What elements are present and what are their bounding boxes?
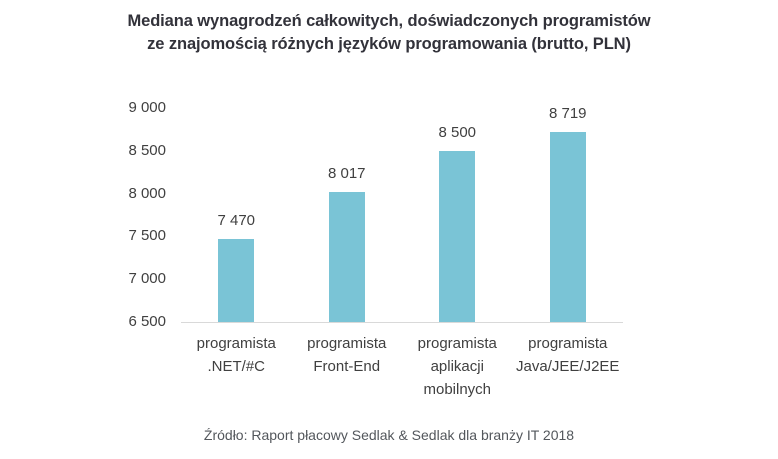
bar-value-label: 8 500	[438, 123, 477, 141]
y-tick-label: 8 000	[128, 184, 166, 202]
x-category-label-line: programista	[528, 335, 608, 352]
bar	[218, 238, 255, 322]
chart-title-line-1: Mediana wynagrodzeń całkowitych, doświad…	[127, 12, 651, 30]
y-tick-label: 7 000	[128, 270, 166, 288]
x-axis-baseline	[181, 322, 623, 323]
x-category-label-line: Java/JEE/J2EE	[516, 358, 620, 375]
x-category-label-line: Front-End	[313, 358, 381, 375]
x-category-label: programista aplikacji mobilnych	[394, 332, 520, 401]
y-tick-label: 6 500	[128, 313, 166, 330]
bar-value-label: 8 719	[548, 105, 587, 123]
bar-value-label: 8 017	[327, 165, 366, 183]
x-category-label-line: .NET/#C	[207, 358, 265, 375]
x-category-label: programista Java/JEE/J2EE	[505, 332, 631, 378]
y-tick-label: 8 500	[128, 141, 166, 159]
x-category-label-line: programista	[307, 335, 387, 352]
bar	[439, 150, 476, 322]
x-category-label: programista .NET/#C	[173, 332, 299, 378]
chart-title: Mediana wynagrodzeń całkowitych, doświad…	[55, 10, 723, 56]
bar	[328, 192, 365, 322]
x-category-label-line: mobilnych	[423, 381, 492, 398]
x-category-label-line: aplikacji	[430, 358, 484, 375]
y-tick-label: 7 500	[128, 227, 166, 245]
bar	[549, 132, 586, 322]
y-tick-label: 9 000	[128, 99, 166, 116]
x-category-label-line: programista	[196, 335, 276, 352]
x-category-label-line: programista	[417, 335, 497, 352]
source-caption: Źródło: Raport płacowy Sedlak & Sedlak d…	[203, 427, 575, 443]
x-category-label: programista Front-End	[284, 332, 410, 378]
chart-title-line-2: ze znajomością różnych języków programow…	[147, 35, 631, 53]
bar-value-label: 7 470	[217, 211, 256, 229]
